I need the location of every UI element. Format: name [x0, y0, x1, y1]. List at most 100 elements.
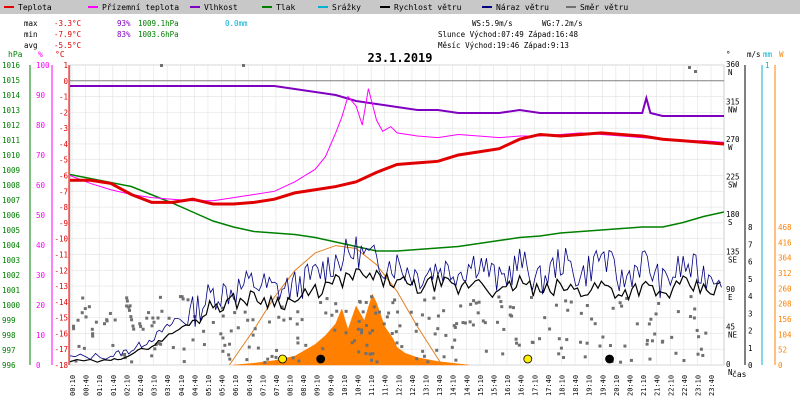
wind-direction-point: [180, 295, 184, 299]
wind-direction-point: [645, 342, 649, 346]
direction-tick: 135: [726, 248, 740, 257]
wind-direction-point: [356, 327, 360, 331]
wind-direction-point: [91, 332, 95, 336]
wind-direction-point: [87, 305, 91, 309]
wind-direction-point: [364, 323, 368, 327]
wind-direction-point: [129, 315, 133, 319]
celsius-tick: -3: [59, 124, 68, 133]
wind-direction-point: [394, 330, 398, 334]
time-tick: 22:40: [681, 375, 689, 396]
wind-direction-point: [267, 320, 271, 324]
stat-min-temp: -7.9°C: [54, 30, 81, 39]
wind-tick: 2: [748, 327, 753, 336]
axis-unit-direction: °: [726, 50, 731, 59]
wind-direction-point: [453, 325, 457, 329]
radiation-tick: 104: [778, 330, 792, 339]
wind-direction-point: [229, 329, 233, 333]
wind-direction-point: [263, 360, 267, 364]
time-tick: 19:10: [586, 375, 594, 396]
radiation-tick: 312: [778, 269, 792, 278]
wind-direction-point: [291, 356, 295, 360]
hpa-tick: 1009: [2, 166, 20, 175]
stat-avg-label: avg: [24, 41, 38, 50]
direction-tick: 0: [726, 360, 731, 369]
time-tick: 22:10: [667, 375, 675, 396]
wind-direction-point: [620, 304, 624, 308]
wind-direction-point: [253, 327, 257, 331]
wind-direction-point: [151, 316, 155, 320]
radiation-tick: 0: [778, 361, 783, 370]
wind-direction-point: [295, 322, 299, 326]
wind-direction-point: [242, 64, 245, 67]
wind-direction-point: [476, 311, 480, 315]
wind-direction-point: [565, 338, 569, 342]
wind-direction-point: [374, 311, 378, 315]
axis-unit-hpa: hPa: [8, 50, 23, 59]
percent-tick: 100: [36, 61, 50, 70]
marker-moonset: [316, 354, 326, 364]
wind-direction-point: [676, 310, 680, 314]
wind-direction-point: [474, 301, 478, 305]
series-wind-speed: [69, 268, 721, 363]
time-tick: 18:40: [572, 375, 580, 396]
wind-direction-point: [562, 356, 566, 360]
direction-tick: 360: [726, 60, 740, 69]
wind-direction-point: [598, 344, 602, 348]
wind-direction-point: [84, 315, 88, 319]
wind-direction-point: [433, 332, 437, 336]
wind-direction-point: [453, 338, 457, 342]
wind-direction-point: [529, 295, 533, 299]
hpa-tick: 1006: [2, 211, 21, 220]
wind-direction-point: [395, 341, 399, 345]
wind-direction-point: [400, 345, 404, 349]
wind-direction-point: [657, 301, 661, 305]
stat-min-label: min: [24, 30, 38, 39]
wind-direction-point: [398, 324, 402, 328]
hpa-tick: 1005: [2, 226, 20, 235]
time-tick: 03:40: [164, 375, 172, 396]
time-tick: 13:40: [436, 375, 444, 396]
wind-direction-point: [585, 341, 589, 345]
wind-direction-point: [390, 332, 394, 336]
wind-direction-point: [368, 352, 372, 356]
wind-direction-point: [510, 314, 514, 318]
wind-direction-point: [227, 353, 231, 357]
wind-direction-point: [647, 322, 651, 326]
celsius-tick: -15: [54, 314, 68, 323]
wind-direction-point: [415, 357, 419, 361]
wind-direction-point: [141, 327, 145, 331]
wind-direction-point: [350, 341, 354, 345]
wind-direction-point: [483, 321, 487, 325]
direction-tick: 225: [726, 173, 740, 182]
celsius-tick: -10: [54, 235, 68, 244]
axis-unit-celsius: °C: [55, 50, 65, 59]
wind-direction-point: [202, 329, 206, 333]
wind-direction-point: [182, 347, 186, 351]
legend-label-5: Rychlost větru: [394, 3, 462, 12]
hpa-tick: 1004: [2, 241, 21, 250]
rain-tick: 1: [765, 61, 770, 70]
wind-direction-point: [422, 354, 426, 358]
wind-direction-point: [147, 311, 151, 315]
wind-direction-point: [500, 305, 504, 309]
wind-direction-point: [435, 348, 439, 352]
wind-direction-point: [223, 343, 227, 347]
stat-wg: WG:7.2m/s: [542, 19, 583, 28]
wind-direction-point: [391, 301, 395, 305]
wind-direction-point: [145, 316, 149, 320]
wind-direction-point: [274, 355, 278, 359]
time-tick: 14:10: [450, 375, 458, 396]
wind-direction-point: [219, 332, 223, 336]
wind-direction-point: [585, 304, 589, 308]
wind-direction-point: [72, 324, 76, 328]
percent-tick: 90: [36, 91, 46, 100]
series-wind-gust: [69, 236, 722, 360]
percent-tick: 40: [36, 241, 46, 250]
wind-direction-point: [361, 310, 365, 314]
stat-max-rain: 0.0mm: [225, 19, 248, 28]
legend: Teplota Přízemní teplota Vlhkost Tlak Srážky…: [4, 3, 628, 12]
celsius-tick: -9: [59, 219, 68, 228]
wind-direction-point: [697, 335, 701, 339]
wind-direction-point: [688, 66, 691, 69]
stat-ws: WS:5.9m/s: [472, 19, 513, 28]
